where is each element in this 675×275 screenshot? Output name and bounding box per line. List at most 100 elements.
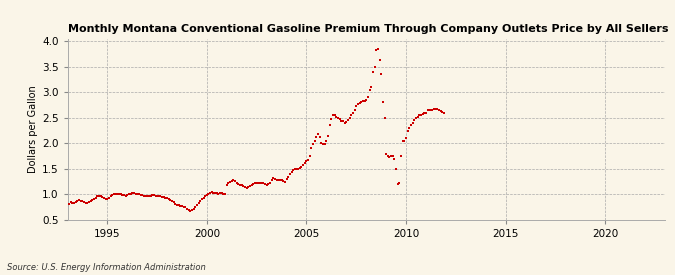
- Point: [84, 200, 95, 204]
- Point: [341, 120, 352, 124]
- Point: [381, 151, 392, 156]
- Point: [158, 195, 169, 199]
- Point: [340, 121, 350, 125]
- Point: [183, 208, 194, 212]
- Point: [63, 202, 74, 206]
- Point: [122, 193, 133, 198]
- Point: [80, 200, 91, 205]
- Point: [288, 168, 298, 173]
- Point: [215, 191, 225, 196]
- Point: [367, 70, 378, 74]
- Point: [419, 111, 430, 115]
- Point: [416, 113, 427, 117]
- Point: [112, 192, 123, 196]
- Point: [424, 108, 435, 112]
- Point: [409, 118, 420, 122]
- Point: [256, 180, 267, 185]
- Point: [429, 106, 439, 111]
- Point: [271, 178, 282, 182]
- Point: [90, 195, 101, 200]
- Point: [87, 197, 98, 202]
- Point: [432, 107, 443, 111]
- Point: [178, 205, 189, 209]
- Point: [283, 174, 294, 179]
- Point: [186, 208, 197, 213]
- Point: [294, 166, 305, 170]
- Point: [242, 186, 252, 191]
- Point: [321, 139, 332, 143]
- Point: [86, 198, 97, 203]
- Point: [155, 194, 166, 199]
- Point: [225, 180, 236, 184]
- Point: [160, 195, 171, 200]
- Point: [327, 113, 338, 117]
- Point: [113, 192, 124, 197]
- Point: [254, 181, 265, 185]
- Point: [371, 48, 381, 53]
- Point: [238, 184, 248, 188]
- Point: [69, 201, 80, 205]
- Point: [180, 205, 191, 210]
- Point: [394, 181, 405, 185]
- Point: [170, 202, 181, 206]
- Point: [293, 167, 304, 171]
- Point: [313, 132, 323, 136]
- Point: [379, 116, 390, 120]
- Point: [315, 135, 325, 139]
- Point: [354, 101, 365, 106]
- Point: [152, 194, 163, 198]
- Point: [434, 108, 445, 112]
- Point: [346, 113, 356, 117]
- Point: [333, 116, 344, 120]
- Point: [291, 167, 302, 171]
- Text: Source: U.S. Energy Information Administration: Source: U.S. Energy Information Administ…: [7, 263, 205, 272]
- Point: [342, 118, 353, 122]
- Point: [319, 142, 330, 147]
- Point: [74, 197, 84, 202]
- Point: [232, 180, 242, 185]
- Point: [182, 207, 192, 211]
- Point: [325, 123, 335, 128]
- Point: [235, 183, 246, 187]
- Point: [243, 185, 254, 189]
- Point: [275, 178, 286, 182]
- Point: [317, 142, 328, 147]
- Point: [302, 158, 313, 162]
- Point: [218, 192, 229, 196]
- Point: [77, 199, 88, 203]
- Point: [137, 193, 148, 198]
- Point: [102, 196, 113, 201]
- Point: [300, 161, 310, 165]
- Point: [404, 126, 415, 130]
- Point: [67, 200, 78, 205]
- Point: [175, 204, 186, 208]
- Point: [279, 180, 290, 184]
- Point: [97, 195, 108, 199]
- Point: [72, 198, 83, 203]
- Point: [193, 200, 204, 205]
- Y-axis label: Dollars per Gallon: Dollars per Gallon: [28, 85, 38, 173]
- Point: [76, 198, 86, 203]
- Point: [376, 72, 387, 76]
- Point: [95, 194, 106, 199]
- Point: [65, 200, 76, 204]
- Point: [369, 64, 380, 69]
- Point: [277, 178, 288, 183]
- Point: [217, 191, 227, 196]
- Point: [253, 181, 264, 185]
- Point: [240, 185, 250, 189]
- Point: [138, 194, 149, 198]
- Point: [101, 197, 111, 201]
- Point: [190, 205, 200, 209]
- Point: [276, 178, 287, 182]
- Point: [115, 192, 126, 197]
- Point: [105, 194, 116, 199]
- Point: [124, 192, 134, 197]
- Point: [220, 192, 231, 197]
- Point: [387, 154, 398, 158]
- Point: [207, 190, 217, 195]
- Point: [334, 117, 345, 122]
- Point: [308, 142, 319, 147]
- Point: [391, 167, 402, 171]
- Point: [263, 182, 273, 186]
